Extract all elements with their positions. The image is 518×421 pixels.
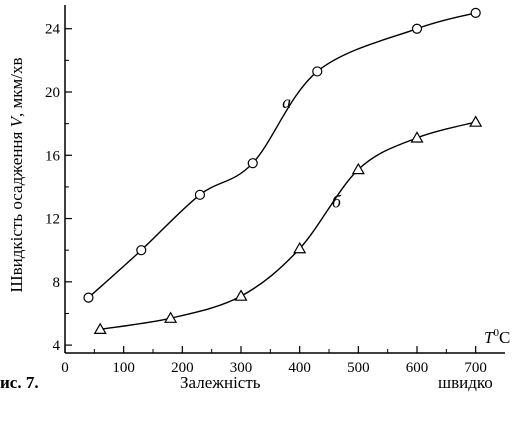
caption-text-1: Залежність bbox=[180, 373, 261, 392]
figure-number: ис. 7. bbox=[0, 373, 39, 392]
y-tick-label: 24 bbox=[45, 22, 61, 38]
data-point-triangle bbox=[164, 311, 178, 323]
x-tick-label: 0 bbox=[61, 360, 69, 376]
data-point-triangle bbox=[469, 115, 483, 127]
series-label-1: б bbox=[332, 191, 342, 211]
x-tick-label: 100 bbox=[112, 360, 135, 376]
x-tick-label: 400 bbox=[288, 360, 311, 376]
x-tick-label: 200 bbox=[171, 360, 194, 376]
data-point-triangle bbox=[93, 322, 107, 334]
data-point-triangle bbox=[351, 162, 365, 175]
x-tick-label: 600 bbox=[406, 360, 429, 376]
data-point-triangle bbox=[293, 241, 307, 254]
caption-text-2: швидко bbox=[438, 373, 493, 392]
axes bbox=[64, 5, 505, 354]
data-point-circle bbox=[194, 189, 206, 200]
data-point-triangle bbox=[410, 131, 424, 143]
x-axis-label: T0C bbox=[484, 327, 510, 347]
y-tick-label: 12 bbox=[45, 212, 60, 228]
data-point-circle bbox=[470, 7, 481, 19]
series-line-0 bbox=[88, 12, 476, 299]
data-point-circle bbox=[411, 23, 423, 34]
data-point-circle bbox=[312, 66, 323, 77]
data-point-triangle bbox=[234, 289, 248, 301]
data-point-circle bbox=[247, 158, 258, 169]
data-point-circle bbox=[136, 245, 147, 256]
data-point-circle bbox=[83, 292, 94, 303]
y-axis-label: Швидкість осадження V, мкм/хв bbox=[7, 57, 26, 292]
series-group: аб bbox=[83, 7, 483, 334]
ticks: 0 100 200 300 400 500 600 700 4 8 12 16 20 24 bbox=[45, 22, 487, 376]
y-tick-label: 20 bbox=[45, 85, 60, 101]
y-tick-label: 16 bbox=[45, 148, 61, 164]
series-label-0: а bbox=[282, 92, 291, 112]
x-tick-label: 300 bbox=[230, 360, 253, 376]
y-tick-label: 8 bbox=[53, 275, 61, 291]
x-tick-label: 500 bbox=[347, 360, 370, 376]
x-tick-label: 700 bbox=[464, 360, 487, 376]
series-line-1 bbox=[100, 121, 476, 330]
y-tick-label: 4 bbox=[53, 338, 61, 354]
